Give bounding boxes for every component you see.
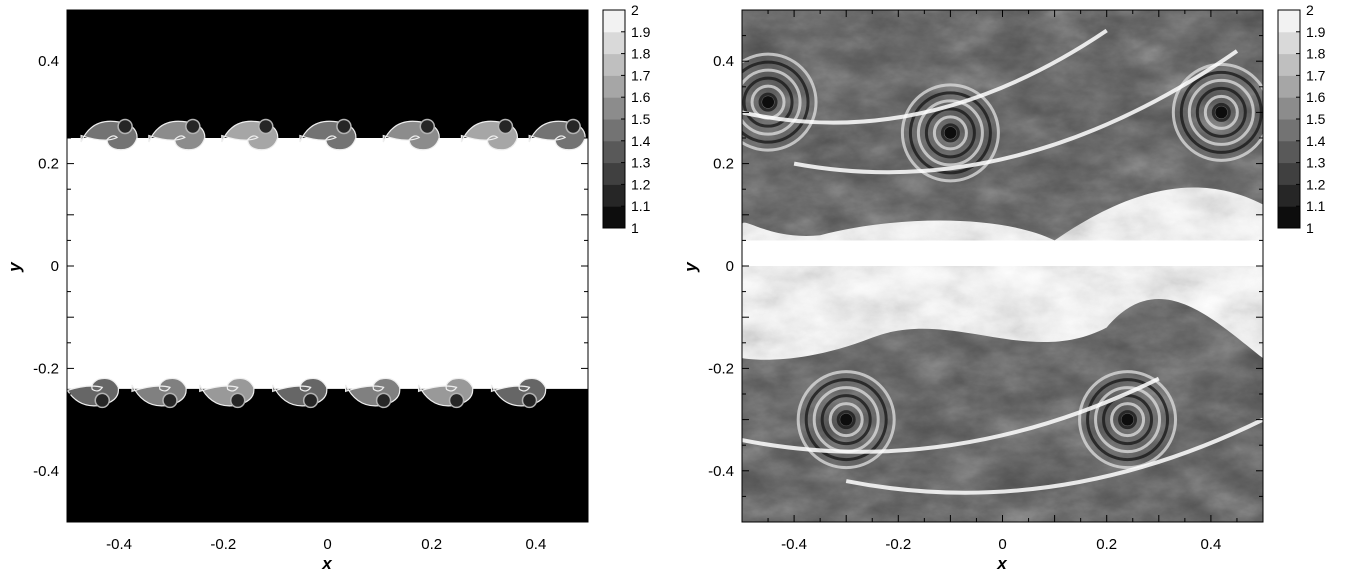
colorbar-swatch	[1278, 75, 1300, 98]
x-axis-label-left: x	[321, 554, 333, 573]
upper-vortex	[742, 52, 818, 152]
upper-billow	[299, 118, 357, 151]
colorbar-swatch	[1278, 206, 1300, 229]
y-tick-label: -0.4	[33, 463, 59, 480]
colorbar-swatch	[1278, 140, 1300, 164]
white-filaments	[742, 28, 1263, 495]
upper-billow	[148, 118, 206, 151]
colorbar-swatch	[603, 140, 625, 164]
x-axis-right: -0.4 -0.2 0 0.2 0.4	[741, 10, 1264, 553]
upper-billow	[382, 118, 440, 151]
colorbar-tick-label: 1.3	[1306, 155, 1326, 171]
y-tick-label: 0.2	[38, 156, 59, 173]
x-tick-label: 0.4	[525, 536, 546, 553]
upper-billow	[460, 118, 519, 151]
colorbar-swatch	[603, 184, 625, 207]
colorbar-swatch	[603, 31, 625, 55]
colorbar-swatch	[603, 75, 625, 98]
x-tick-label: 0	[998, 536, 1006, 553]
colorbar-swatch	[1278, 53, 1300, 76]
colorbar-tick-label: 1.6	[1306, 89, 1326, 105]
y-axis-label-right: y	[681, 261, 700, 273]
lower-billow	[490, 377, 547, 409]
colorbar-tick-label: 1.5	[1306, 111, 1326, 127]
lower-billow	[417, 377, 474, 409]
colorbar-tick-label: 1	[1306, 220, 1314, 236]
y-tick-label: 0.4	[713, 53, 734, 70]
y-tick-label: -0.4	[708, 463, 734, 480]
heavy-fluid-band	[67, 138, 588, 389]
panel-right: -0.4 -0.2 0 0.2 0.4 -0.4 -0.2 0 0.2 0.4 x y 1 1.1…	[681, 2, 1326, 573]
colorbar-left: 1 1.1 1.2 1.3 1.4 1.5 1.6 1.7 1.8 1.9 2	[602, 2, 651, 236]
y-tick-label: -0.2	[708, 360, 734, 377]
colorbar-tick-label: 1.8	[1306, 46, 1326, 62]
y-axis-label-left: y	[5, 261, 24, 273]
y-axis-left: -0.4 -0.2 0 0.2 0.4	[33, 9, 588, 523]
y-tick-label: 0.2	[713, 156, 734, 173]
lower-vortex	[1078, 370, 1178, 470]
lower-billow	[131, 377, 187, 409]
colorbar-swatch	[1278, 31, 1300, 55]
colorbar-swatch	[603, 119, 625, 142]
x-tick-label: -0.4	[781, 536, 807, 553]
colorbar-tick-label: 1.7	[631, 67, 651, 83]
lower-billow	[345, 377, 401, 409]
colorbar-tick-label: 1.4	[1306, 133, 1326, 149]
x-tick-label: -0.2	[210, 536, 236, 553]
colorbar-tick-label: 1.1	[1306, 198, 1326, 214]
upper-billow	[80, 118, 138, 151]
y-tick-label: 0.4	[38, 53, 59, 70]
plot-area-left	[66, 9, 589, 523]
upper-billow	[528, 118, 586, 151]
colorbar-tick-label: 1.1	[631, 198, 651, 214]
colorbar-tick-label: 2	[631, 2, 639, 18]
colorbar-swatch	[603, 162, 625, 185]
y-tick-label: 0	[51, 258, 59, 275]
x-axis-label-right: x	[996, 554, 1008, 573]
upper-vortex	[1171, 62, 1263, 162]
colorbar-tick-label: 1.3	[631, 155, 651, 171]
x-tick-label: 0	[323, 536, 331, 553]
colorbar-tick-label: 1	[631, 220, 639, 236]
colorbar-right: 1 1.1 1.2 1.3 1.4 1.5 1.6 1.7 1.8 1.9 2	[1277, 2, 1326, 236]
x-tick-label: -0.4	[106, 536, 132, 553]
y-tick-label: 0	[726, 258, 734, 275]
colorbar-tick-label: 1.8	[631, 46, 651, 62]
colorbar-tick-label: 1.9	[631, 24, 651, 40]
lower-turbulence-texture	[742, 266, 1263, 522]
lower-vortex	[796, 370, 896, 470]
colorbar-tick-label: 1.5	[631, 111, 651, 127]
x-tick-label: -0.2	[885, 536, 911, 553]
colorbar-tick-label: 1.6	[631, 89, 651, 105]
x-tick-label: 0.2	[1096, 536, 1117, 553]
upper-vortex	[900, 83, 1000, 183]
lower-billow	[67, 377, 120, 409]
colorbar-tick-label: 1.4	[631, 133, 651, 149]
colorbar-swatch	[1278, 162, 1300, 185]
x-axis-left: -0.4 -0.2 0 0.2 0.4	[66, 10, 589, 553]
plot-area-right	[741, 9, 1264, 523]
colorbar-swatch	[1278, 184, 1300, 207]
x-tick-label: 0.2	[421, 536, 442, 553]
colorbar-tick-label: 1.7	[1306, 67, 1326, 83]
colorbar-swatch	[603, 97, 625, 120]
lower-billow	[199, 377, 255, 409]
colorbar-swatch	[603, 53, 625, 76]
y-tick-label: -0.2	[33, 360, 59, 377]
lower-billow	[272, 377, 328, 409]
colorbar-swatch	[1278, 119, 1300, 142]
colorbar-swatch	[1278, 10, 1300, 33]
y-axis-right: -0.4 -0.2 0 0.2 0.4	[708, 9, 1263, 523]
colorbar-tick-label: 1.2	[631, 176, 651, 192]
x-tick-label: 0.4	[1200, 536, 1221, 553]
colorbar-swatch	[603, 206, 625, 229]
panel-left: -0.4 -0.2 0 0.2 0.4 -0.4 -0.2 0 0.2 0.4 x y 1 1.1…	[5, 2, 651, 573]
upper-billow	[221, 118, 279, 151]
colorbar-swatch	[1278, 97, 1300, 120]
colorbar-tick-label: 2	[1306, 2, 1314, 18]
colorbar-swatch	[603, 10, 625, 33]
colorbar-tick-label: 1.2	[1306, 176, 1326, 192]
colorbar-tick-label: 1.9	[1306, 24, 1326, 40]
